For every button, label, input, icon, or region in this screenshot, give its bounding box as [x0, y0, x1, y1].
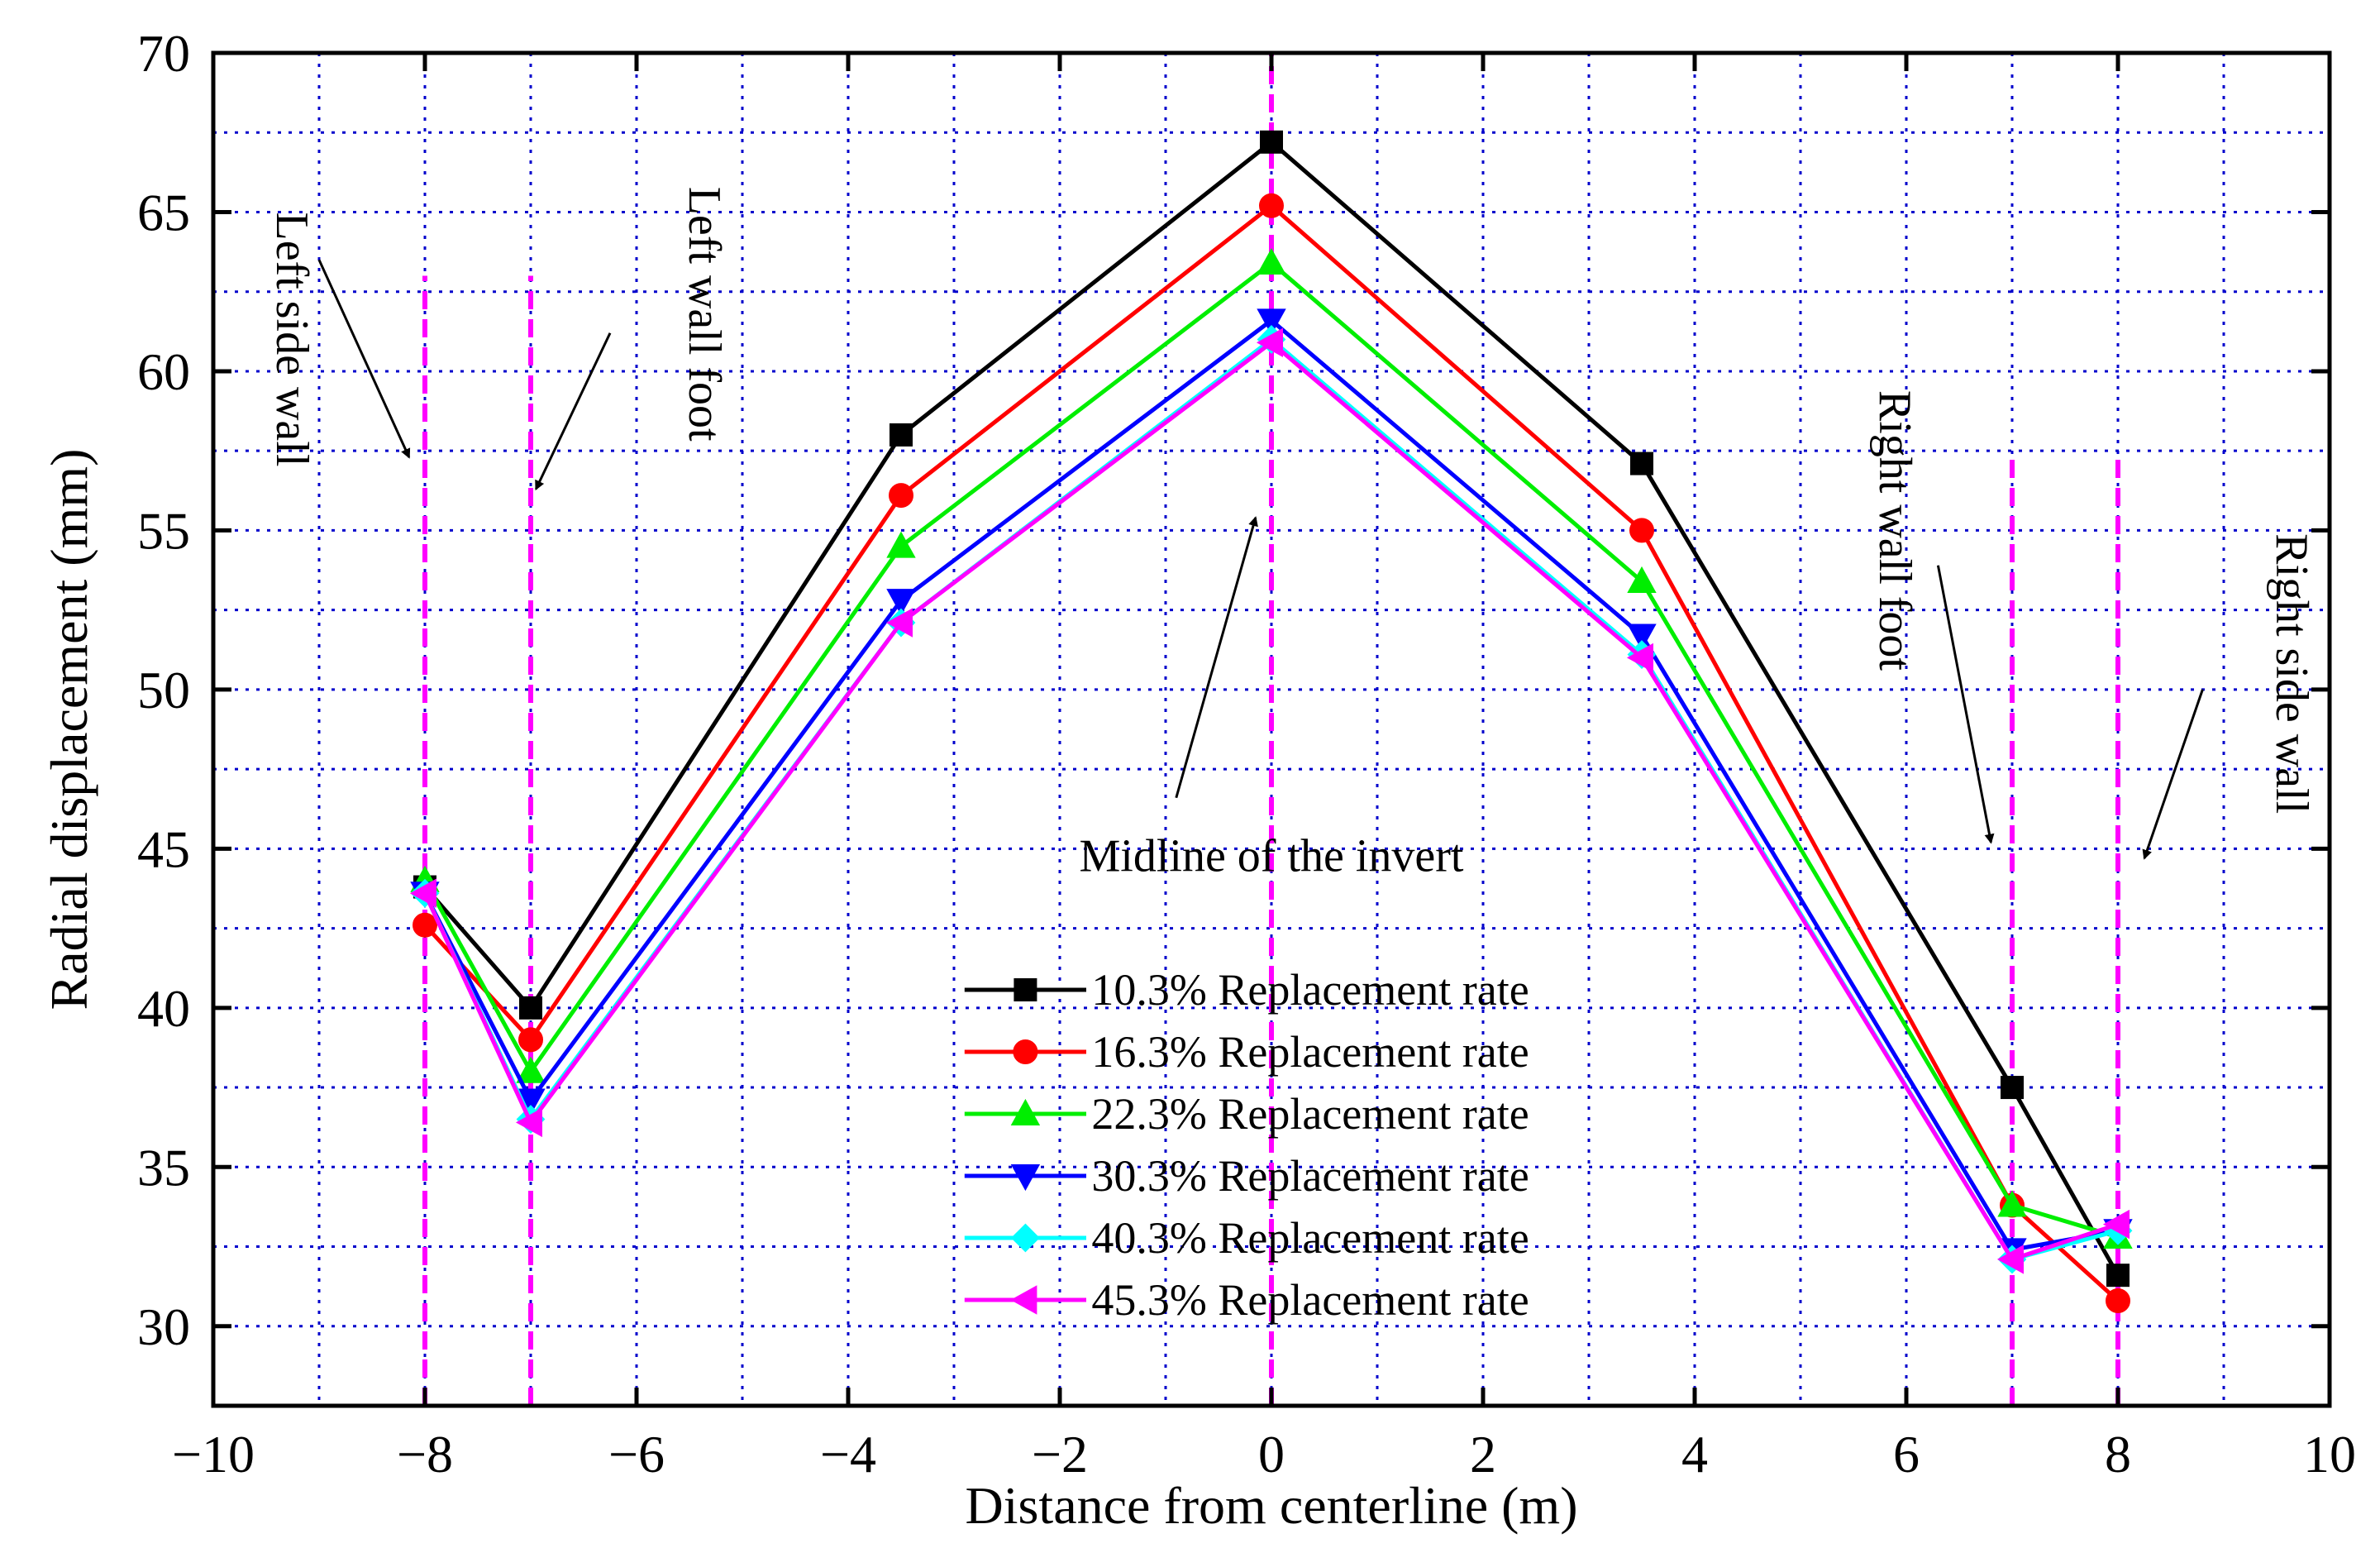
annotation-label: Left side wall: [266, 213, 317, 467]
annotation-arrow: [1936, 565, 1995, 844]
data-point: [1630, 452, 1653, 475]
data-point: [1629, 518, 1654, 543]
annotation-arrow: [535, 332, 612, 491]
x-tick-label: 4: [1681, 1425, 1708, 1484]
data-point: [516, 1056, 546, 1083]
data-point: [1627, 624, 1657, 651]
annotation-label: Midline of the invert: [1079, 830, 1463, 882]
series-6: [409, 327, 2130, 1274]
data-point: [2106, 1264, 2130, 1288]
x-tick-label: 6: [1893, 1425, 1920, 1484]
y-tick-label: 45: [137, 819, 190, 878]
data-point: [409, 878, 436, 908]
legend-marker: [1010, 1223, 1040, 1253]
data-point: [1627, 566, 1657, 594]
data-point: [886, 531, 916, 558]
data-point: [890, 423, 913, 447]
data-point: [2106, 1288, 2130, 1313]
legend-label: 45.3% Replacement rate: [1091, 1275, 1529, 1325]
x-tick-label: −2: [1032, 1425, 1088, 1484]
data-point: [1257, 308, 1286, 336]
data-point: [1257, 247, 1286, 275]
reference-lines: [422, 53, 2120, 1406]
legend-item: 16.3% Replacement rate: [964, 1027, 1529, 1077]
x-tick-label: 8: [2105, 1425, 2131, 1484]
legend-item: 40.3% Replacement rate: [964, 1213, 1529, 1263]
data-point: [886, 589, 916, 616]
x-tick-label: −4: [820, 1425, 876, 1484]
legend-item: 30.3% Replacement rate: [964, 1151, 1529, 1201]
ticks: −10 −8 −6 −4 −2 0 2 4 6 8 10 30 35 40 45 50 55 60 65 70: [137, 24, 2356, 1484]
y-axis-title: Radial displacement (mm): [40, 449, 98, 1010]
y-tick-label: 50: [137, 661, 190, 719]
legend-label: 10.3% Replacement rate: [1091, 965, 1529, 1015]
x-tick-label: 10: [2303, 1425, 2356, 1484]
data-point: [1260, 130, 1283, 154]
legend-label: 40.3% Replacement rate: [1091, 1213, 1529, 1263]
x-tick-label: −6: [608, 1425, 665, 1484]
data-point: [885, 608, 913, 638]
data-point: [1997, 1190, 2027, 1217]
data-point: [1259, 193, 1284, 218]
y-tick-label: 65: [137, 183, 190, 241]
annotation-label: Right side wall: [2266, 533, 2317, 814]
legend-marker: [1010, 1098, 1041, 1125]
series-group: [409, 130, 2133, 1313]
data-point: [515, 1107, 542, 1138]
data-point: [2001, 1076, 2024, 1100]
data-point: [2102, 1209, 2130, 1240]
annotation-label: Left wall foot: [679, 187, 730, 442]
legend-label: 22.3% Replacement rate: [1091, 1089, 1529, 1139]
annotation-label: Right wall foot: [1869, 390, 1920, 671]
x-tick-label: 2: [1470, 1425, 1496, 1484]
y-tick-label: 30: [137, 1297, 190, 1356]
legend-marker: [1010, 1285, 1037, 1315]
data-point: [1626, 643, 1653, 673]
legend-label: 30.3% Replacement rate: [1091, 1151, 1529, 1201]
y-tick-label: 55: [137, 501, 190, 560]
data-point: [889, 483, 913, 509]
legend: 10.3% Replacement rate 16.3% Replacement …: [964, 965, 1529, 1325]
data-point: [518, 1027, 543, 1053]
data-point: [1256, 327, 1283, 357]
legend-item: 22.3% Replacement rate: [964, 1089, 1529, 1139]
annotation-arrow: [1175, 516, 1258, 799]
legend-marker: [1014, 978, 1037, 1001]
x-tick-label: −8: [397, 1425, 453, 1484]
legend-label: 16.3% Replacement rate: [1091, 1027, 1529, 1077]
legend-item: 10.3% Replacement rate: [964, 965, 1529, 1015]
legend-marker: [1013, 1039, 1038, 1064]
x-axis-title: Distance from centerline (m): [966, 1476, 1578, 1535]
y-tick-label: 60: [137, 342, 190, 401]
y-tick-label: 35: [137, 1138, 190, 1197]
annotation-arrow: [2142, 689, 2204, 860]
legend-item: 45.3% Replacement rate: [964, 1275, 1529, 1325]
y-tick-label: 40: [137, 979, 190, 1038]
data-point: [1996, 1245, 2024, 1274]
annotations: Left side wall Left wall foot Midline of t…: [266, 187, 2317, 882]
legend-marker: [1010, 1164, 1041, 1192]
annotation-arrow: [317, 259, 411, 459]
y-tick-label: 70: [137, 24, 190, 83]
data-point: [413, 912, 437, 938]
x-tick-label: −10: [172, 1425, 255, 1484]
data-point: [519, 996, 542, 1020]
x-tick-label: 0: [1258, 1425, 1285, 1484]
